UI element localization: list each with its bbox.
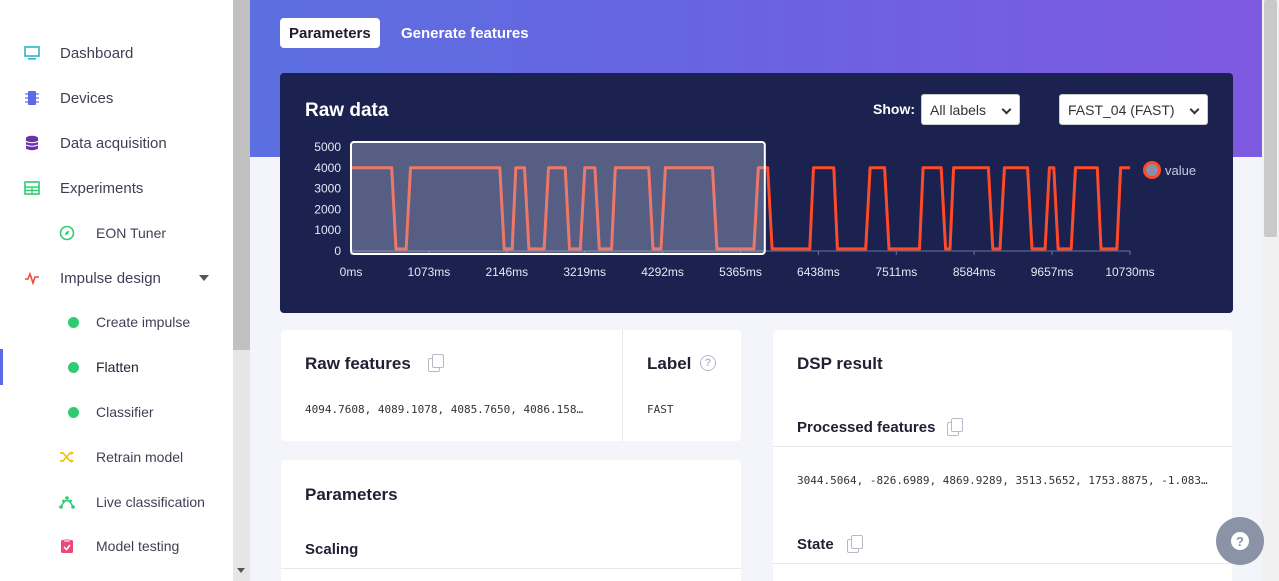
database-icon — [23, 134, 41, 152]
x-tick-label: 3219ms — [563, 265, 606, 279]
parameters-title: Parameters — [305, 485, 398, 504]
y-tick-label: 1000 — [314, 223, 341, 237]
x-tick-label: 9657ms — [1031, 265, 1074, 279]
sidebar-item-label: Retrain model — [96, 449, 184, 465]
divider — [622, 330, 623, 441]
selection-window[interactable] — [350, 141, 766, 255]
series-line-value — [351, 166, 1130, 251]
monitor-icon — [23, 44, 41, 62]
shuffle-icon — [58, 448, 76, 466]
raw-data-title: Raw data — [305, 100, 389, 121]
y-tick-label: 3000 — [314, 182, 341, 196]
chevron-down-icon — [1189, 104, 1200, 115]
raw-features-title: Raw features — [305, 354, 411, 373]
sidebar-item-label: EON Tuner — [96, 225, 167, 241]
scroll-down-arrow-icon[interactable] — [237, 568, 245, 573]
sidebar-item-experiments[interactable]: Experiments — [0, 168, 233, 208]
sidebar-item-label: Live classification — [96, 494, 205, 510]
grid-icon — [23, 179, 41, 197]
sidebar-item-flatten[interactable]: Flatten — [0, 347, 233, 387]
y-tick-label: 2000 — [314, 202, 341, 216]
sidebar-item-label: Model testing — [96, 538, 180, 554]
sidebar-item-classifier[interactable]: Classifier — [0, 392, 233, 432]
legend-marker-inner — [1146, 164, 1158, 176]
x-tick-label: 2146ms — [485, 265, 528, 279]
label-filter-select[interactable]: All labels — [921, 94, 1020, 125]
dot-icon — [64, 403, 82, 421]
sidebar-item-eon-tuner[interactable]: EON Tuner — [0, 213, 233, 253]
sidebar-scrollbar-thumb[interactable] — [233, 0, 250, 350]
dsp-result-card: DSP result Processed features 3044.5064,… — [773, 330, 1232, 581]
sidebar-item-data-acquisition[interactable]: Data acquisition — [0, 123, 233, 163]
copy-icon[interactable] — [947, 418, 963, 436]
processed-features-value: 3044.5064, -826.6989, 4869.9289, 3513.56… — [797, 474, 1208, 487]
copy-icon[interactable] — [428, 354, 444, 372]
dot-icon — [64, 313, 82, 331]
y-tick-label: 5000 — [314, 140, 341, 154]
page-scrollbar-thumb[interactable] — [1264, 0, 1277, 237]
sidebar-item-label: Classifier — [96, 404, 154, 420]
x-tick-label: 7511ms — [875, 265, 917, 279]
sidebar-item-label: Create impulse — [96, 314, 191, 330]
sidebar-item-retrain-model[interactable]: Retrain model — [0, 437, 233, 477]
sidebar-item-devices[interactable]: Devices — [0, 78, 233, 118]
sidebar-item-label: Experiments — [60, 179, 144, 197]
x-tick-label: 6438ms — [797, 265, 840, 279]
y-tick-label: 0 — [334, 244, 341, 258]
sidebar-item-create-impulse[interactable]: Create impulse — [0, 302, 233, 342]
x-tick-label: 1073ms — [408, 265, 451, 279]
x-tick-label: 10730ms — [1105, 265, 1154, 279]
label-value: FAST — [647, 403, 674, 416]
x-tick-label: 4292ms — [641, 265, 684, 279]
divider — [773, 563, 1232, 564]
dsp-result-title: DSP result — [797, 354, 883, 373]
sidebar: Dashboard Devices Data acquisition Exper… — [0, 0, 233, 581]
show-label: Show: — [873, 101, 915, 117]
help-icon[interactable]: ? — [700, 355, 716, 371]
tab-parameters[interactable]: Parameters — [280, 18, 380, 48]
help-button[interactable]: ? — [1216, 517, 1264, 565]
sidebar-item-label: Devices — [60, 89, 114, 107]
compass-icon — [58, 224, 76, 242]
processed-features-title: Processed features — [797, 419, 936, 436]
sidebar-item-impulse-design[interactable]: Impulse design — [0, 258, 233, 298]
sample-select[interactable]: FAST_04 (FAST) — [1059, 94, 1208, 125]
main-content: Parameters Generate features Raw data Sh… — [250, 0, 1262, 581]
divider — [773, 446, 1232, 447]
chevron-down-icon[interactable] — [199, 275, 209, 281]
legend-label: value — [1165, 163, 1196, 178]
sidebar-item-label: Dashboard — [60, 44, 134, 62]
divider — [281, 568, 741, 569]
chevron-down-icon — [1001, 104, 1012, 115]
parameters-card: Parameters Scaling — [281, 460, 741, 581]
sidebar-item-dashboard[interactable]: Dashboard — [0, 33, 233, 73]
sidebar-item-label: Impulse design — [60, 269, 161, 287]
copy-icon[interactable] — [847, 535, 863, 553]
y-tick-label: 4000 — [314, 161, 341, 175]
x-tick-label: 8584ms — [953, 265, 996, 279]
question-icon: ? — [1231, 532, 1249, 550]
tab-generate-features[interactable]: Generate features — [401, 24, 529, 42]
dot-icon — [64, 358, 82, 376]
state-title: State — [797, 536, 834, 553]
sidebar-item-live-classification[interactable]: Live classification — [0, 482, 233, 522]
raw-data-chart[interactable]: 5000 4000 3000 2000 1000 0 0ms 1073ms 2146ms 3219… — [280, 133, 1233, 303]
chip-icon — [23, 89, 41, 107]
sidebar-item-label: Data acquisition — [60, 134, 167, 152]
sidebar-item-model-testing[interactable]: Model testing — [0, 526, 233, 566]
label-filter-value: All labels — [930, 101, 987, 118]
scaling-title: Scaling — [305, 541, 359, 558]
x-tick-label: 0ms — [340, 265, 363, 279]
raw-data-card: Raw data Show: All labels FAST_04 (FAST)… — [280, 73, 1233, 313]
label-title: Label — [647, 354, 692, 373]
nodes-icon — [58, 493, 76, 511]
x-tick-label: 5365ms — [719, 265, 762, 279]
clipboard-check-icon — [58, 537, 76, 555]
sidebar-item-label: Flatten — [96, 359, 139, 375]
pulse-icon — [23, 269, 41, 287]
raw-features-value: 4094.7608, 4089.1078, 4085.7650, 4086.15… — [305, 403, 584, 416]
raw-features-card: Raw features 4094.7608, 4089.1078, 4085.… — [281, 330, 741, 441]
sample-value: FAST_04 (FAST) — [1068, 101, 1175, 118]
